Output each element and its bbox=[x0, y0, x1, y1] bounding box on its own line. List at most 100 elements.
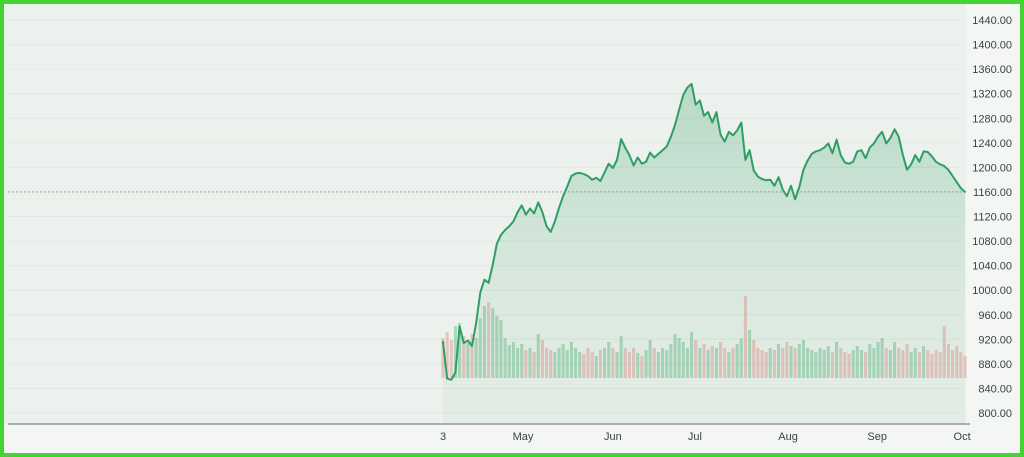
price-axis-label: 1040.00 bbox=[972, 261, 1012, 273]
volume-bar-up bbox=[615, 352, 619, 378]
volume-bar-up bbox=[922, 346, 926, 378]
volume-bar-up bbox=[739, 338, 743, 378]
volume-bar-up bbox=[536, 334, 540, 378]
volume-bar-down bbox=[772, 350, 776, 378]
volume-bar-up bbox=[644, 350, 648, 378]
price-axis-label: 1080.00 bbox=[972, 236, 1012, 248]
volume-bar-down bbox=[830, 352, 834, 378]
volume-bar-up bbox=[491, 308, 495, 378]
price-axis-label: 800.00 bbox=[978, 408, 1012, 420]
volume-bar-down bbox=[884, 348, 888, 378]
volume-bar-up bbox=[801, 340, 805, 378]
time-axis-label: May bbox=[513, 431, 534, 443]
volume-bar-down bbox=[487, 302, 491, 378]
volume-bar-down bbox=[545, 348, 549, 378]
volume-bar-down bbox=[582, 354, 586, 378]
volume-bar-up bbox=[893, 342, 897, 378]
volume-bar-up bbox=[569, 342, 573, 378]
volume-bar-down bbox=[449, 340, 453, 378]
volume-bar-down bbox=[942, 326, 946, 378]
volume-bar-down bbox=[532, 352, 536, 378]
price-line-series bbox=[442, 82, 966, 381]
volume-bar-up bbox=[669, 344, 673, 378]
volume-bar-up bbox=[789, 346, 793, 378]
volume-bar-up bbox=[453, 326, 457, 378]
volume-bar-up bbox=[735, 344, 739, 378]
volume-bar-down bbox=[756, 348, 760, 378]
volume-bar-down bbox=[652, 348, 656, 378]
volume-bar-down bbox=[951, 350, 955, 378]
price-axis-label: 960.00 bbox=[978, 310, 1012, 322]
volume-bar-down bbox=[627, 352, 631, 378]
volume-bar-up bbox=[619, 336, 623, 378]
time-axis-label: Jul bbox=[688, 431, 702, 443]
volume-bar-down bbox=[793, 348, 797, 378]
volume-bar-up bbox=[636, 353, 640, 378]
volume-bar-down bbox=[926, 350, 930, 378]
volume-bar-up bbox=[806, 348, 810, 378]
time-axis-label: Sep bbox=[867, 431, 887, 443]
volume-bar-down bbox=[843, 352, 847, 378]
volume-bar-down bbox=[441, 338, 445, 378]
time-axis-label: Aug bbox=[778, 431, 798, 443]
volume-bar-down bbox=[549, 350, 553, 378]
volume-bar-down bbox=[731, 348, 735, 378]
volume-bar-up bbox=[768, 348, 772, 378]
price-axis-label: 1360.00 bbox=[972, 64, 1012, 76]
volume-bar-up bbox=[648, 340, 652, 378]
volume-bar-down bbox=[959, 352, 963, 378]
volume-bar-up bbox=[872, 348, 876, 378]
volume-bar-down bbox=[702, 344, 706, 378]
volume-bar-down bbox=[905, 344, 909, 378]
volume-bar-up bbox=[474, 338, 478, 378]
volume-bar-down bbox=[917, 352, 921, 378]
price-axis-label: 1440.00 bbox=[972, 15, 1012, 27]
volume-bar-down bbox=[632, 348, 636, 378]
price-scale-background bbox=[966, 4, 1020, 453]
volume-bar-up bbox=[826, 346, 830, 378]
volume-bar-down bbox=[524, 350, 528, 378]
price-axis-label: 1280.00 bbox=[972, 113, 1012, 125]
volume-bar-up bbox=[690, 332, 694, 378]
volume-bar-down bbox=[611, 348, 615, 378]
volume-bar-up bbox=[557, 348, 561, 378]
chart-canvas[interactable]: 3 May Jun Jul Aug Sep Oct 1440.00 1400.00 1360.0… bbox=[4, 4, 1020, 453]
volume-bar-up bbox=[727, 352, 731, 378]
volume-bar-down bbox=[445, 332, 449, 378]
volume-bar-down bbox=[963, 356, 967, 378]
price-axis-label: 1000.00 bbox=[972, 285, 1012, 297]
volume-bar-up bbox=[607, 342, 611, 378]
volume-bar-up bbox=[859, 350, 863, 378]
price-axis[interactable]: 1440.00 1400.00 1360.00 1320.00 1280.00 1240.… bbox=[972, 15, 1012, 420]
volume-bar-up bbox=[818, 348, 822, 378]
volume-bar-down bbox=[723, 348, 727, 378]
volume-bar-up bbox=[499, 320, 503, 378]
volume-bar-up bbox=[520, 344, 524, 378]
volume-bar-up bbox=[706, 350, 710, 378]
area-fill-path bbox=[443, 83, 965, 424]
price-axis-label: 880.00 bbox=[978, 359, 1012, 371]
volume-bar-up bbox=[681, 342, 685, 378]
price-axis-label: 920.00 bbox=[978, 334, 1012, 346]
volume-bar-up bbox=[507, 345, 511, 378]
volume-bar-down bbox=[719, 342, 723, 378]
volume-bar-up bbox=[665, 350, 669, 378]
volume-bar-down bbox=[864, 352, 868, 378]
price-axis-label: 1320.00 bbox=[972, 89, 1012, 101]
volume-bar-up bbox=[677, 338, 681, 378]
volume-bar-up bbox=[714, 348, 718, 378]
time-axis[interactable]: 3 May Jun Jul Aug Sep Oct bbox=[8, 423, 971, 443]
volume-bar-up bbox=[913, 348, 917, 378]
volume-bar-up bbox=[603, 348, 607, 378]
volume-bar-down bbox=[752, 340, 756, 378]
volume-bar-up bbox=[835, 342, 839, 378]
time-axis-label: Oct bbox=[954, 431, 971, 443]
volume-bar-up bbox=[561, 344, 565, 378]
volume-bar-down bbox=[623, 348, 627, 378]
price-area-fill bbox=[443, 83, 965, 424]
volume-bar-down bbox=[781, 348, 785, 378]
volume-bar-up bbox=[868, 344, 872, 378]
price-axis-label: 1200.00 bbox=[972, 162, 1012, 174]
volume-bar-down bbox=[760, 350, 764, 378]
